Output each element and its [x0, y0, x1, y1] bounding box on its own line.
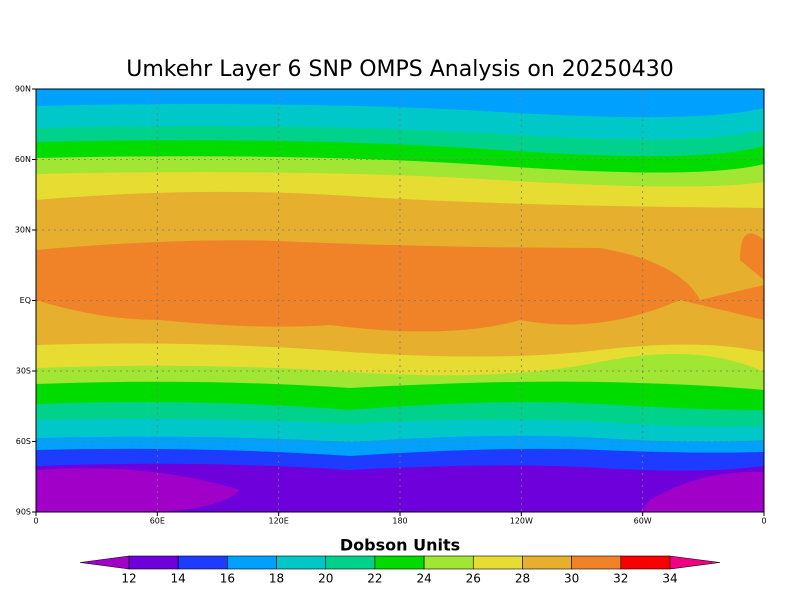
band: [36, 468, 240, 512]
colorbar-label: 22: [367, 572, 382, 586]
colorbar-box: [571, 555, 622, 570]
colorbar-box: [177, 555, 228, 570]
lat-label: 30N: [15, 226, 31, 235]
colorbar-box: [522, 555, 572, 570]
colorbar-label: 30: [564, 572, 579, 586]
colorbar-label: 14: [171, 572, 186, 586]
title: Umkehr Layer 6 SNP OMPS Analysis on 2025…: [126, 57, 674, 82]
colorbar-title: Dobson Units: [340, 536, 460, 555]
band: [640, 471, 764, 512]
colorbar-box: [472, 555, 523, 570]
map: [35, 88, 765, 513]
colorbar-label: 20: [318, 572, 333, 586]
lon-label: 120W: [510, 517, 533, 526]
colorbar-box: [276, 555, 327, 570]
colorbar-box: [128, 555, 179, 570]
colorbar-label: 26: [466, 572, 481, 586]
colorbar-label: 28: [515, 572, 530, 586]
lon-label: 120E: [269, 517, 289, 526]
colorbar-label: 24: [416, 572, 431, 586]
lat-label: 90S: [16, 508, 31, 517]
colorbar-label: 32: [613, 572, 628, 586]
lon-label: 60E: [150, 517, 165, 526]
colorbar-arrow: [79, 555, 130, 570]
colorbar-label: 18: [269, 572, 284, 586]
colorbar: 12 14 16 18 20 22 24 26 28 30 32 34: [79, 555, 721, 586]
lon-label: 180: [392, 517, 407, 526]
lon-label: 0: [761, 517, 766, 526]
colorbar-box: [423, 555, 474, 570]
colorbar-label: 12: [121, 572, 136, 586]
lat-label: 90N: [15, 85, 31, 94]
colorbar-box: [620, 555, 671, 570]
colorbar-box: [325, 555, 376, 570]
lat-label: EQ: [20, 296, 31, 305]
lon-label: 0: [33, 517, 38, 526]
lat-label: 60N: [15, 155, 31, 164]
colorbar-box: [374, 555, 425, 570]
colorbar-arrow: [669, 555, 721, 570]
colorbar-box: [227, 555, 277, 570]
lat-label: 30S: [16, 367, 31, 376]
colorbar-label: 34: [662, 572, 677, 586]
lon-label: 60W: [634, 517, 652, 526]
colorbar-label: 16: [220, 572, 235, 586]
lat-label: 60S: [16, 437, 31, 446]
